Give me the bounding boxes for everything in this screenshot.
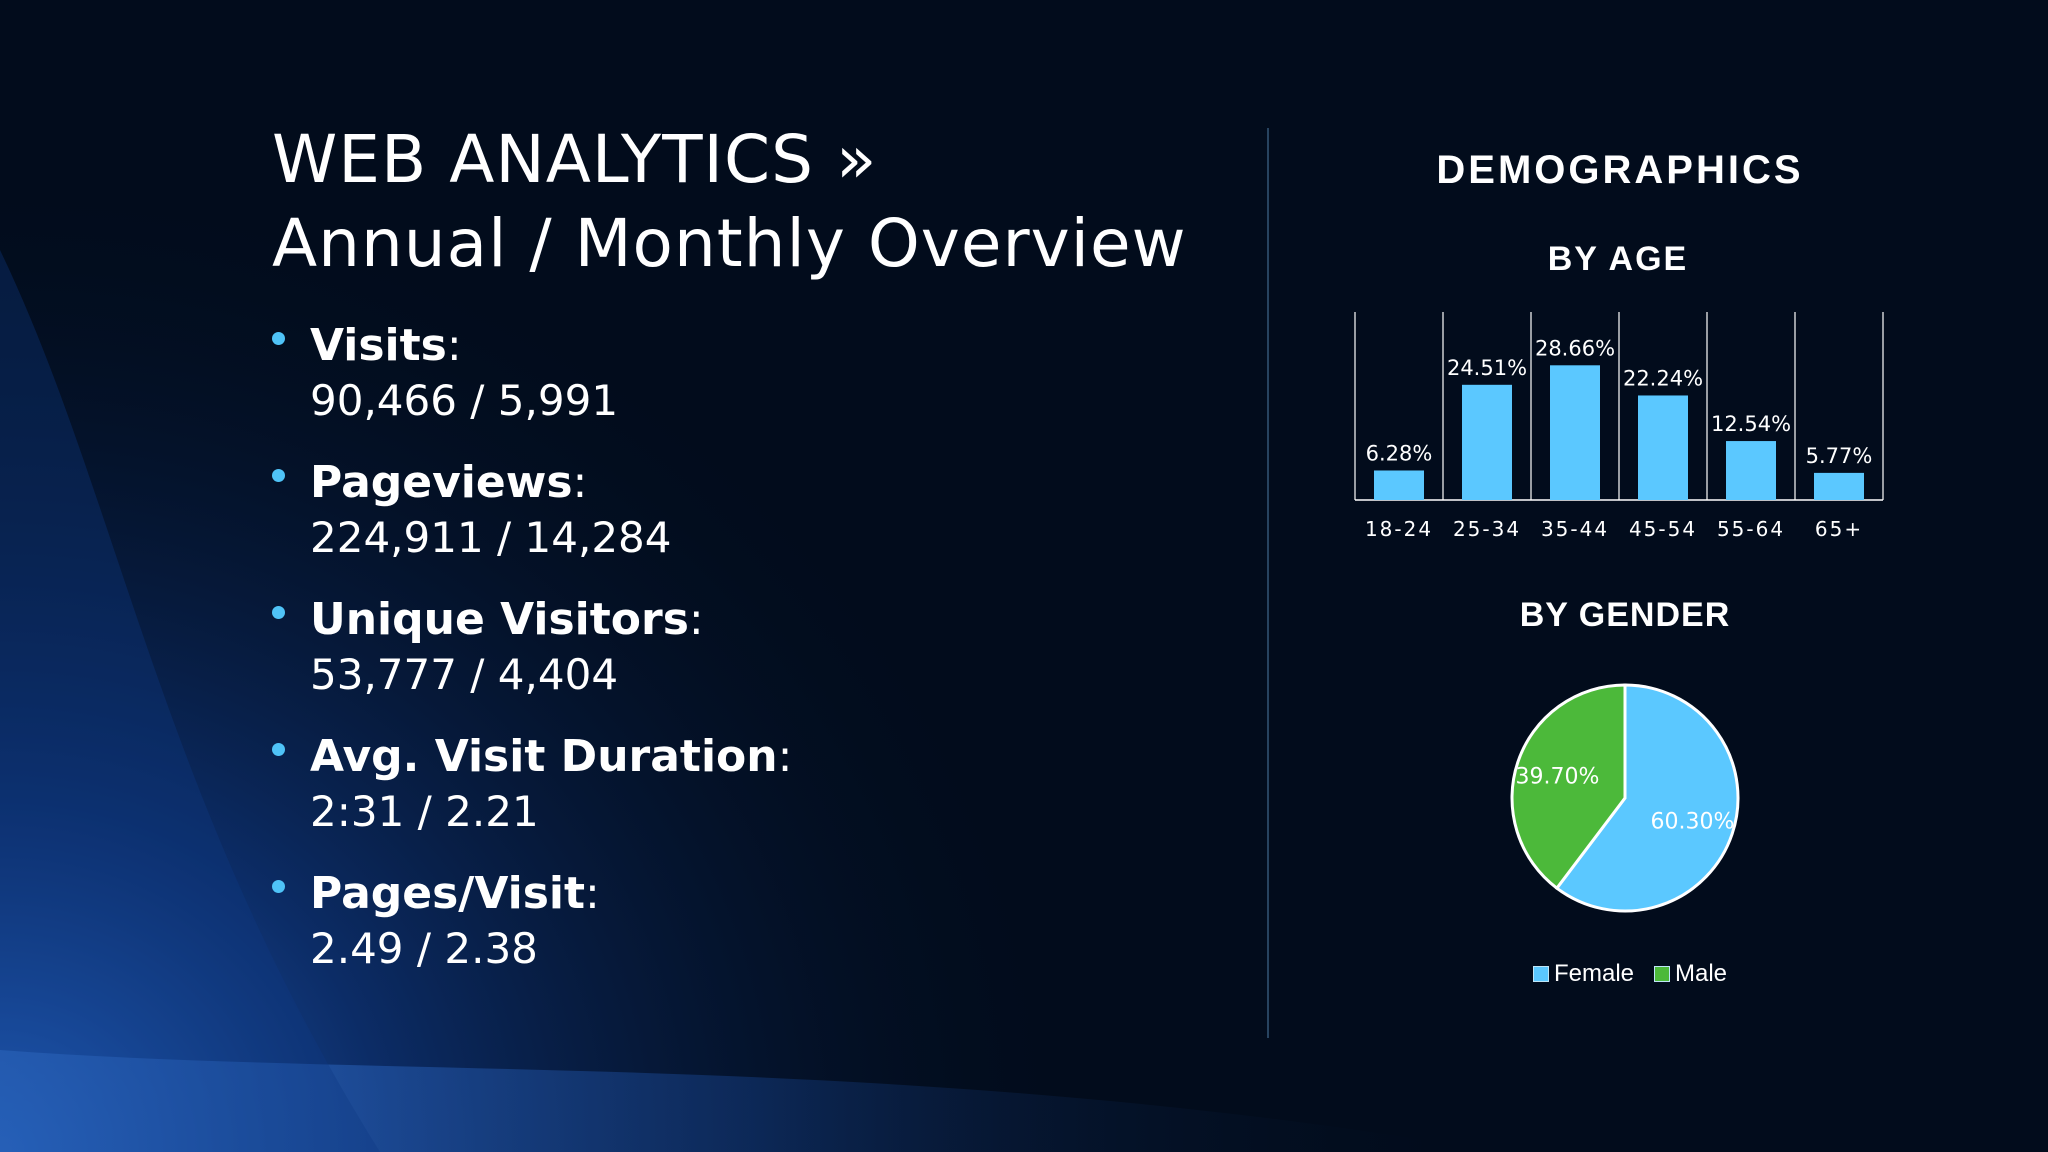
metric-avg-visit-duration: Avg. Visit Duration: 2:31 / 2.21 bbox=[272, 729, 1172, 866]
bar-55-64 bbox=[1726, 441, 1776, 500]
bullet-icon bbox=[272, 880, 285, 893]
pie-slice-female bbox=[1554, 683, 1740, 913]
bullet-icon bbox=[272, 332, 285, 345]
gender-pie-chart: 60.30% 39.70% bbox=[1510, 683, 1740, 913]
bar-25-34 bbox=[1462, 384, 1512, 500]
age-bar-chart: 6.28% 18-24 24.51% 25-34 28.66% 35-44 22.24% 45… bbox=[1354, 312, 1884, 541]
slide-title: WEB ANALYTICS » Annual / Monthly Overvie… bbox=[272, 118, 1232, 286]
section-divider bbox=[1267, 128, 1269, 1038]
data-label-65+: 5.77% bbox=[1806, 444, 1873, 468]
bar-65+ bbox=[1814, 472, 1864, 500]
data-label-35-44: 28.66% bbox=[1535, 336, 1615, 360]
pie-slice-male bbox=[1510, 683, 1627, 891]
metric-unique-visitors: Unique Visitors: 53,777 / 4,404 bbox=[272, 592, 1172, 729]
demographics-title: DEMOGRAPHICS bbox=[1436, 148, 1804, 192]
metrics-list: Visits: 90,466 / 5,991 Pageviews: 224,91… bbox=[272, 318, 1172, 1003]
pie-label-female: 60.30% bbox=[1651, 810, 1735, 835]
data-label-45-54: 22.24% bbox=[1623, 366, 1703, 390]
x-tick-label-65+: 65+ bbox=[1815, 517, 1863, 541]
title-line-1: WEB ANALYTICS » bbox=[272, 121, 878, 198]
metric-value: 90,466 / 5,991 bbox=[310, 376, 619, 425]
data-label-55-64: 12.54% bbox=[1711, 412, 1791, 436]
x-tick-label-18-24: 18-24 bbox=[1365, 517, 1433, 541]
gender-legend: Female Male bbox=[1520, 960, 1740, 988]
x-tick-label-45-54: 45-54 bbox=[1629, 517, 1697, 541]
bar-45-54 bbox=[1638, 395, 1688, 500]
metric-value: 2.49 / 2.38 bbox=[310, 924, 538, 973]
by-gender-title: BY GENDER bbox=[1519, 596, 1731, 634]
x-tick-label-25-34: 25-34 bbox=[1453, 517, 1521, 541]
bullet-icon bbox=[272, 743, 285, 756]
legend-item-female: Female bbox=[1532, 960, 1634, 988]
data-label-18-24: 6.28% bbox=[1366, 441, 1433, 465]
x-tick-label-35-44: 35-44 bbox=[1541, 517, 1609, 541]
pie-label-male: 39.70% bbox=[1516, 764, 1600, 789]
metric-value: 53,777 / 4,404 bbox=[310, 650, 619, 699]
bullet-icon bbox=[272, 606, 285, 619]
metric-visits: Visits: 90,466 / 5,991 bbox=[272, 318, 1172, 455]
by-age-title: BY AGE bbox=[1547, 240, 1689, 278]
legend-swatch-female bbox=[1532, 966, 1549, 982]
metric-label: Pageviews bbox=[310, 457, 573, 508]
metric-label: Unique Visitors bbox=[310, 594, 689, 645]
metric-value: 224,911 / 14,284 bbox=[310, 513, 672, 562]
legend-item-male: Male bbox=[1654, 960, 1727, 988]
data-label-25-34: 24.51% bbox=[1447, 356, 1527, 380]
x-tick-label-55-64: 55-64 bbox=[1717, 517, 1785, 541]
bar-35-44 bbox=[1550, 365, 1600, 500]
metric-value: 2:31 / 2.21 bbox=[310, 787, 539, 836]
metric-pages-per-visit: Pages/Visit: 2.49 / 2.38 bbox=[272, 866, 1172, 1003]
legend-label-female: Female bbox=[1553, 960, 1634, 987]
metric-label: Visits bbox=[310, 320, 447, 371]
metric-label: Avg. Visit Duration bbox=[310, 731, 778, 782]
metric-label: Pages/Visit bbox=[310, 868, 586, 919]
legend-swatch-male bbox=[1654, 966, 1670, 982]
bullet-icon bbox=[272, 469, 285, 482]
legend-label-male: Male bbox=[1675, 960, 1728, 987]
metric-pageviews: Pageviews: 224,911 / 14,284 bbox=[272, 455, 1172, 592]
bar-18-24 bbox=[1374, 470, 1424, 500]
title-line-2: Annual / Monthly Overview bbox=[272, 205, 1187, 282]
